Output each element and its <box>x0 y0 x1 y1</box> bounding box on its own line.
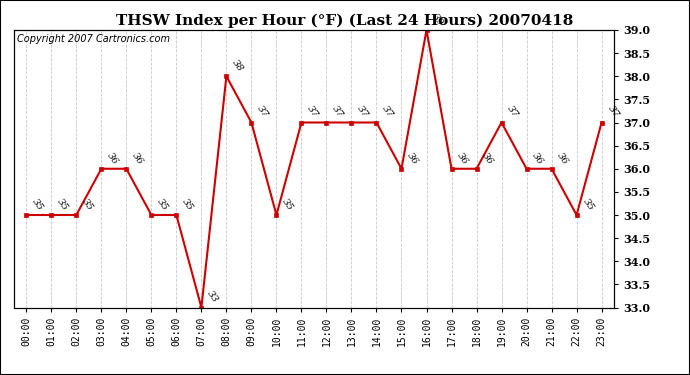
Text: 36: 36 <box>555 151 570 166</box>
Text: 37: 37 <box>506 104 520 120</box>
Text: 37: 37 <box>355 104 370 120</box>
Text: 35: 35 <box>81 197 95 212</box>
Text: 33: 33 <box>206 290 220 305</box>
Text: 35: 35 <box>55 197 70 212</box>
Text: 37: 37 <box>306 104 320 120</box>
Text: 36: 36 <box>455 151 470 166</box>
Text: 35: 35 <box>181 197 195 212</box>
Text: 36: 36 <box>481 151 495 166</box>
Text: 36: 36 <box>406 151 420 166</box>
Text: 37: 37 <box>331 104 345 120</box>
Text: THSW Index per Hour (°F) (Last 24 Hours) 20070418: THSW Index per Hour (°F) (Last 24 Hours)… <box>117 13 573 27</box>
Text: 35: 35 <box>581 197 595 212</box>
Text: 39: 39 <box>431 12 445 27</box>
Text: 38: 38 <box>230 58 245 74</box>
Text: 37: 37 <box>255 104 270 120</box>
Text: 37: 37 <box>381 104 395 120</box>
Text: 36: 36 <box>106 151 120 166</box>
Text: 35: 35 <box>281 197 295 212</box>
Text: 36: 36 <box>130 151 145 166</box>
Text: 35: 35 <box>30 197 45 212</box>
Text: 35: 35 <box>155 197 170 212</box>
Text: Copyright 2007 Cartronics.com: Copyright 2007 Cartronics.com <box>17 34 170 44</box>
Text: 36: 36 <box>531 151 545 166</box>
Text: 37: 37 <box>606 104 620 120</box>
